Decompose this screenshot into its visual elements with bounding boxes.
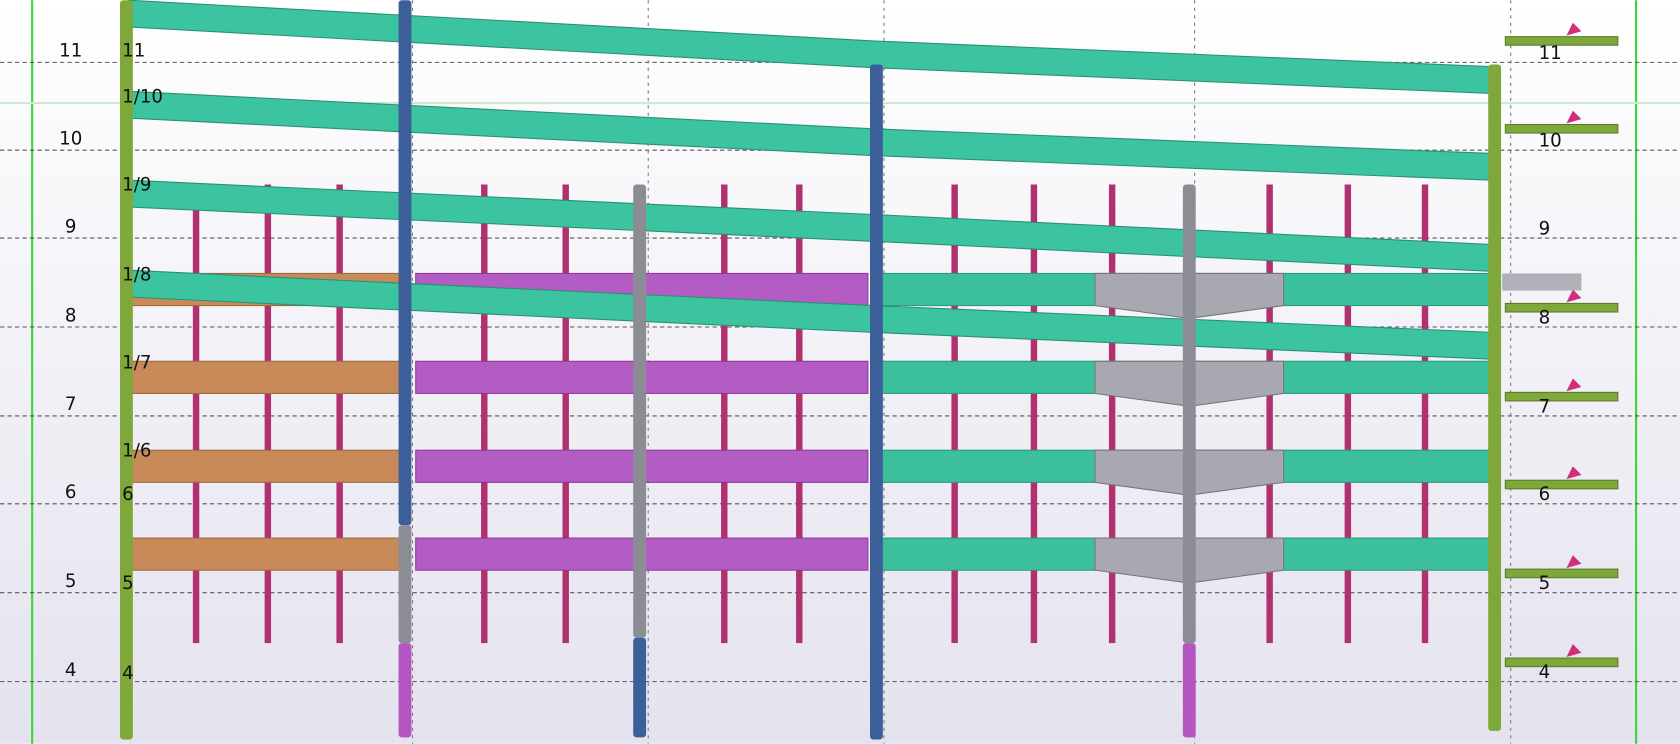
grid-label: 10 bbox=[59, 128, 82, 149]
grid-label: 7 bbox=[1539, 396, 1551, 417]
column-magenta bbox=[1182, 643, 1196, 738]
hanger bbox=[1030, 184, 1038, 644]
bracket bbox=[1504, 302, 1619, 313]
hanger bbox=[481, 184, 488, 644]
grid-label: 8 bbox=[65, 305, 77, 326]
bracket bbox=[1502, 273, 1582, 291]
grid-label: 4 bbox=[1539, 662, 1551, 683]
grid-label: 11 bbox=[59, 41, 82, 62]
grid-label: 7 bbox=[65, 394, 77, 415]
grid-label: 5 bbox=[65, 571, 77, 592]
column-magenta bbox=[398, 643, 412, 738]
hanger bbox=[336, 184, 343, 644]
grid-label: 6 bbox=[65, 482, 77, 503]
bracket bbox=[1504, 479, 1619, 490]
grid-label: 9 bbox=[1539, 218, 1551, 239]
grid-label: 4 bbox=[65, 660, 77, 681]
beam-orange bbox=[128, 360, 406, 394]
hanger bbox=[721, 184, 728, 644]
hanger bbox=[951, 184, 958, 644]
hanger bbox=[1344, 184, 1352, 644]
grid-label: 1/7 bbox=[122, 352, 151, 373]
grid-label: 10 bbox=[1539, 131, 1562, 152]
bracket-clip bbox=[1566, 466, 1582, 480]
grid-label: 4 bbox=[122, 663, 134, 684]
hanger bbox=[192, 184, 200, 644]
bracket-clip bbox=[1566, 378, 1582, 392]
grid-label: 9 bbox=[65, 216, 77, 237]
bracket bbox=[1504, 36, 1619, 46]
hanger bbox=[1108, 184, 1116, 644]
bracket-clip bbox=[1566, 289, 1582, 303]
bracket-clip bbox=[1566, 110, 1582, 124]
bracket bbox=[1504, 391, 1619, 402]
grid-label: 1/10 bbox=[122, 87, 163, 108]
bracket bbox=[1504, 568, 1619, 579]
hanger bbox=[1421, 184, 1429, 644]
bracket bbox=[1504, 123, 1619, 134]
grid-label: 1/6 bbox=[122, 440, 151, 461]
grid-label: 11 bbox=[1539, 43, 1562, 64]
beam-orange bbox=[128, 537, 406, 571]
grid-label: 1/8 bbox=[122, 265, 151, 286]
column-blue bbox=[633, 637, 647, 738]
bracket-clip bbox=[1566, 22, 1582, 36]
grid-label: 11 bbox=[122, 41, 145, 62]
grid-label: 6 bbox=[122, 484, 134, 505]
column-green bbox=[1488, 64, 1502, 731]
bracket bbox=[1504, 657, 1619, 668]
column-grey bbox=[1182, 184, 1196, 644]
hanger bbox=[796, 184, 803, 644]
column-blue bbox=[870, 64, 883, 740]
column-grey bbox=[633, 184, 647, 638]
grid-label: 5 bbox=[122, 573, 134, 594]
grid-label: 6 bbox=[1539, 484, 1551, 505]
grid-label: 8 bbox=[1539, 307, 1551, 328]
bracket-clip bbox=[1566, 644, 1582, 657]
column-grey bbox=[398, 525, 412, 644]
grid-label: 5 bbox=[1539, 573, 1551, 594]
beam-orange bbox=[128, 449, 406, 483]
hanger bbox=[1266, 184, 1273, 644]
column-blue bbox=[398, 0, 412, 526]
bracket-clip bbox=[1566, 555, 1582, 569]
column-green bbox=[120, 0, 133, 740]
hanger bbox=[264, 184, 272, 644]
grid-label: 1/9 bbox=[122, 175, 151, 196]
hanger bbox=[562, 184, 569, 644]
